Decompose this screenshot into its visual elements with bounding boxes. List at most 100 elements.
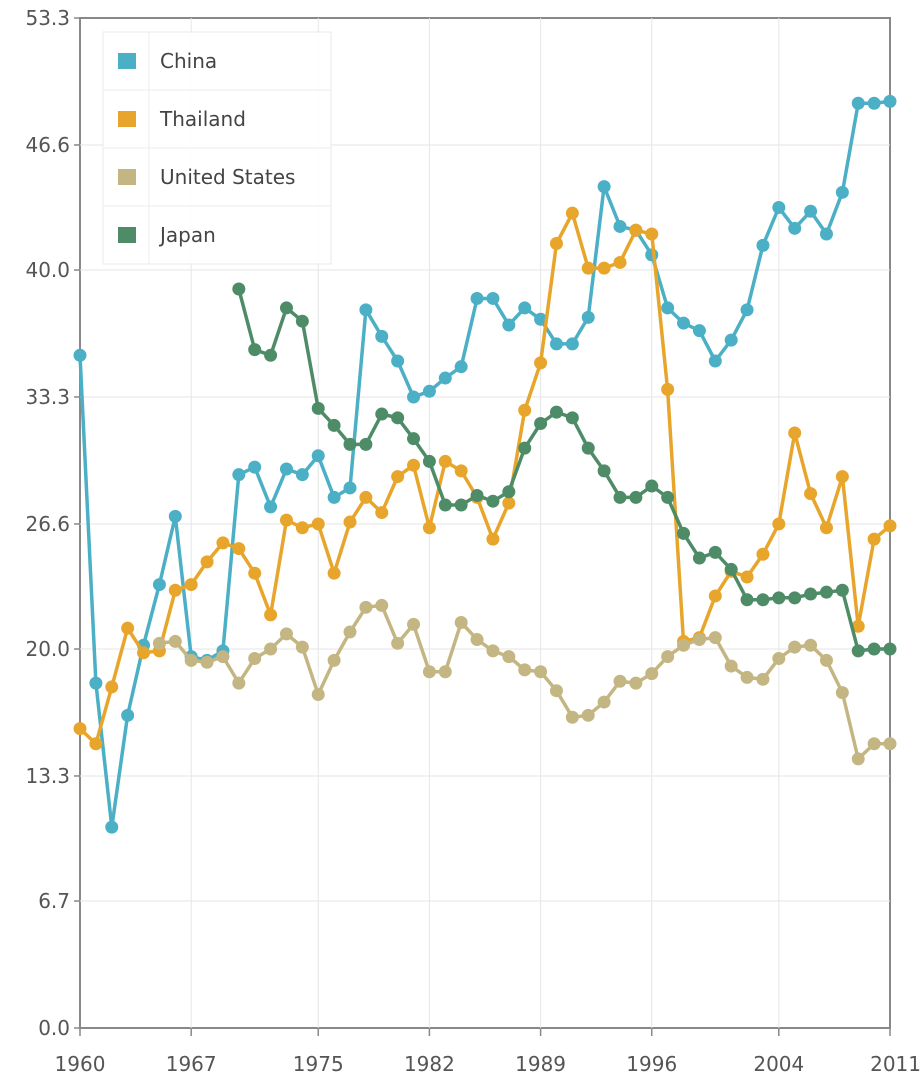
data-point-united-states-1968 <box>200 655 214 669</box>
data-point-united-states-2004 <box>772 651 786 665</box>
data-point-thailand-1961 <box>89 737 103 751</box>
data-point-thailand-2008 <box>835 470 849 484</box>
data-point-united-states-1973 <box>279 627 293 641</box>
legend-label-japan: Japan <box>158 223 216 247</box>
data-point-china-1982 <box>422 384 436 398</box>
data-point-united-states-1999 <box>692 633 706 647</box>
data-point-china-1960 <box>73 348 87 362</box>
y-tick-label-0: 0.0 <box>38 1016 70 1040</box>
data-point-united-states-1977 <box>343 625 357 639</box>
data-point-japan-1979 <box>375 407 389 421</box>
data-point-japan-1975 <box>311 401 325 415</box>
data-point-japan-1986 <box>486 494 500 508</box>
data-point-china-1979 <box>375 329 389 343</box>
data-point-thailand-1988 <box>518 403 532 417</box>
data-point-thailand-1990 <box>549 236 563 250</box>
data-point-japan-1972 <box>264 348 278 362</box>
data-point-china-2001 <box>724 333 738 347</box>
data-point-united-states-1987 <box>502 650 516 664</box>
data-point-united-states-1990 <box>549 684 563 698</box>
data-point-china-1991 <box>565 337 579 351</box>
data-point-united-states-1965 <box>152 636 166 650</box>
data-point-japan-2006 <box>804 587 818 601</box>
data-point-thailand-2011 <box>883 519 897 533</box>
data-point-thailand-1975 <box>311 517 325 531</box>
data-point-thailand-1964 <box>137 646 151 660</box>
data-point-united-states-1998 <box>677 638 691 652</box>
data-point-japan-2005 <box>788 591 802 605</box>
data-point-china-1984 <box>454 360 468 374</box>
legend-label-china: China <box>160 49 217 73</box>
data-point-japan-2007 <box>819 585 833 599</box>
data-point-japan-1998 <box>677 526 691 540</box>
data-point-china-1998 <box>677 316 691 330</box>
data-point-china-2006 <box>804 204 818 218</box>
data-point-united-states-1994 <box>613 674 627 688</box>
data-point-united-states-1984 <box>454 615 468 629</box>
data-point-china-1962 <box>105 820 119 834</box>
data-point-china-1993 <box>597 180 611 194</box>
axis-labels: 0.0 6.7 13.3 20.0 26.6 33.3 40.0 46.6 53.3 1960 19… <box>25 6 921 1076</box>
data-point-thailand-1967 <box>184 578 198 592</box>
data-point-japan-1988 <box>518 441 532 455</box>
data-point-thailand-2000 <box>708 589 722 603</box>
data-point-japan-1992 <box>581 441 595 455</box>
data-point-united-states-2006 <box>804 638 818 652</box>
x-tick-label-0: 1960 <box>55 1052 106 1076</box>
x-tick-label-6: 2004 <box>753 1052 804 1076</box>
series-line-china <box>78 99 892 829</box>
series-china <box>73 94 897 834</box>
data-point-china-1963 <box>121 708 135 722</box>
x-tick-label-3: 1982 <box>404 1052 455 1076</box>
data-point-thailand-1994 <box>613 255 627 269</box>
x-tick-label-1: 1967 <box>166 1052 217 1076</box>
data-point-japan-1977 <box>343 437 357 451</box>
data-point-japan-1991 <box>565 411 579 425</box>
data-point-china-1966 <box>168 509 182 523</box>
data-point-united-states-2001 <box>724 659 738 673</box>
data-point-japan-1990 <box>549 405 563 419</box>
data-point-china-1992 <box>581 310 595 324</box>
data-point-japan-1981 <box>407 432 421 446</box>
data-point-thailand-1986 <box>486 532 500 546</box>
y-tick-label-2: 13.3 <box>25 764 70 788</box>
data-point-united-states-1979 <box>375 598 389 612</box>
data-point-united-states-1972 <box>264 642 278 656</box>
data-point-japan-1989 <box>534 417 548 431</box>
data-point-thailand-2003 <box>756 547 770 561</box>
data-point-china-2009 <box>851 96 865 110</box>
data-point-thailand-1995 <box>629 223 643 237</box>
data-point-japan-1974 <box>295 314 309 328</box>
data-point-china-1985 <box>470 291 484 305</box>
data-point-united-states-2008 <box>835 686 849 700</box>
data-point-china-2008 <box>835 185 849 199</box>
data-point-china-1975 <box>311 449 325 463</box>
data-point-japan-1997 <box>661 490 675 504</box>
data-point-japan-1983 <box>438 498 452 512</box>
data-point-thailand-1981 <box>407 458 421 472</box>
data-point-china-1987 <box>502 318 516 332</box>
data-point-united-states-1980 <box>391 636 405 650</box>
data-point-united-states-2003 <box>756 672 770 686</box>
y-tick-label-7: 46.6 <box>25 133 70 157</box>
data-point-united-states-1981 <box>407 617 421 631</box>
data-point-united-states-1991 <box>565 710 579 724</box>
data-point-thailand-1989 <box>534 356 548 370</box>
data-point-china-1999 <box>692 324 706 338</box>
data-point-thailand-1972 <box>264 608 278 622</box>
data-point-thailand-1977 <box>343 515 357 529</box>
data-point-thailand-1976 <box>327 566 341 580</box>
data-point-thailand-2010 <box>867 532 881 546</box>
data-point-japan-2001 <box>724 562 738 576</box>
data-point-thailand-1993 <box>597 261 611 275</box>
data-point-china-1983 <box>438 371 452 385</box>
data-point-china-1976 <box>327 490 341 504</box>
data-point-thailand-1978 <box>359 490 373 504</box>
data-point-china-1994 <box>613 219 627 233</box>
y-tick-label-8: 53.3 <box>25 6 70 30</box>
data-point-united-states-1976 <box>327 653 341 667</box>
data-point-china-2004 <box>772 200 786 214</box>
data-point-china-2000 <box>708 354 722 368</box>
data-point-china-1974 <box>295 468 309 482</box>
